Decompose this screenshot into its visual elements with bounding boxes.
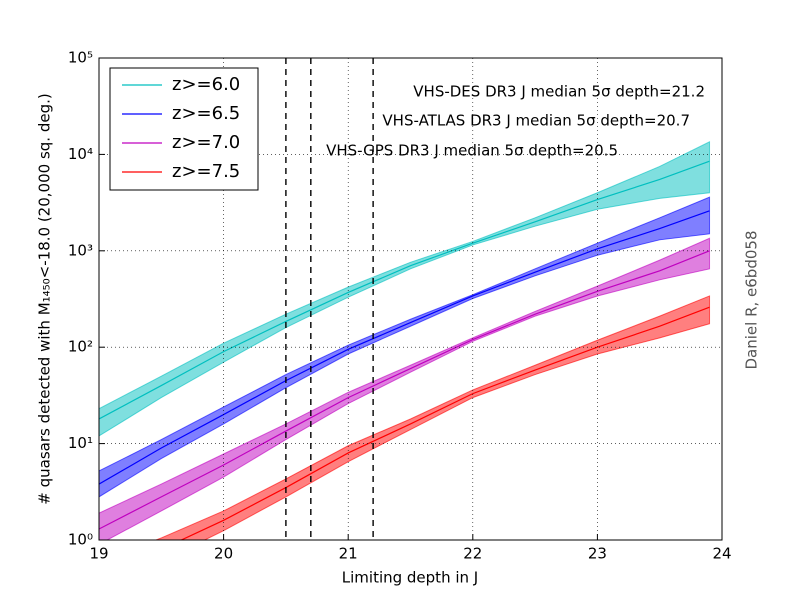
x-tick-label: 24 bbox=[712, 545, 731, 563]
legend-label: z>=6.5 bbox=[172, 103, 240, 124]
y-axis-label: # quasars detected with M₁₄₅₀<-18.0 (20,… bbox=[36, 93, 54, 504]
y-tick-label: 10⁰ bbox=[68, 531, 93, 549]
uncertainty-band bbox=[99, 237, 711, 540]
y-tick-label: 10² bbox=[68, 338, 93, 356]
x-tick-label: 23 bbox=[588, 545, 607, 563]
plot-area bbox=[99, 141, 711, 540]
series-line bbox=[179, 306, 710, 540]
x-tick-label: 19 bbox=[89, 545, 108, 563]
annotation: VHS-DES DR3 J median 5σ depth=21.2 bbox=[413, 83, 705, 101]
annotation: VHS-ATLAS DR3 J median 5σ depth=20.7 bbox=[382, 112, 690, 130]
legend-label: z>=6.0 bbox=[172, 74, 240, 95]
series-line bbox=[99, 160, 710, 420]
annotation: VHS-GPS DR3 J median 5σ depth=20.5 bbox=[326, 142, 618, 160]
uncertainty-band bbox=[99, 141, 711, 437]
uncertainty-band bbox=[99, 196, 711, 498]
y-tick-label: 10⁵ bbox=[68, 49, 93, 67]
legend-label: z>=7.5 bbox=[172, 161, 240, 182]
x-tick-label: 20 bbox=[214, 545, 233, 563]
y-tick-label: 10¹ bbox=[68, 434, 93, 452]
series-line bbox=[99, 210, 710, 485]
series-line bbox=[99, 250, 710, 530]
x-tick-label: 21 bbox=[339, 545, 358, 563]
y-tick-label: 10⁴ bbox=[68, 145, 93, 163]
x-tick-label: 22 bbox=[463, 545, 482, 563]
x-axis-label: Limiting depth in J bbox=[342, 569, 478, 587]
legend-label: z>=7.0 bbox=[172, 132, 240, 153]
legend-box bbox=[109, 67, 259, 191]
side-note: Daniel R, e6bd058 bbox=[743, 231, 761, 370]
y-tick-label: 10³ bbox=[68, 241, 93, 259]
